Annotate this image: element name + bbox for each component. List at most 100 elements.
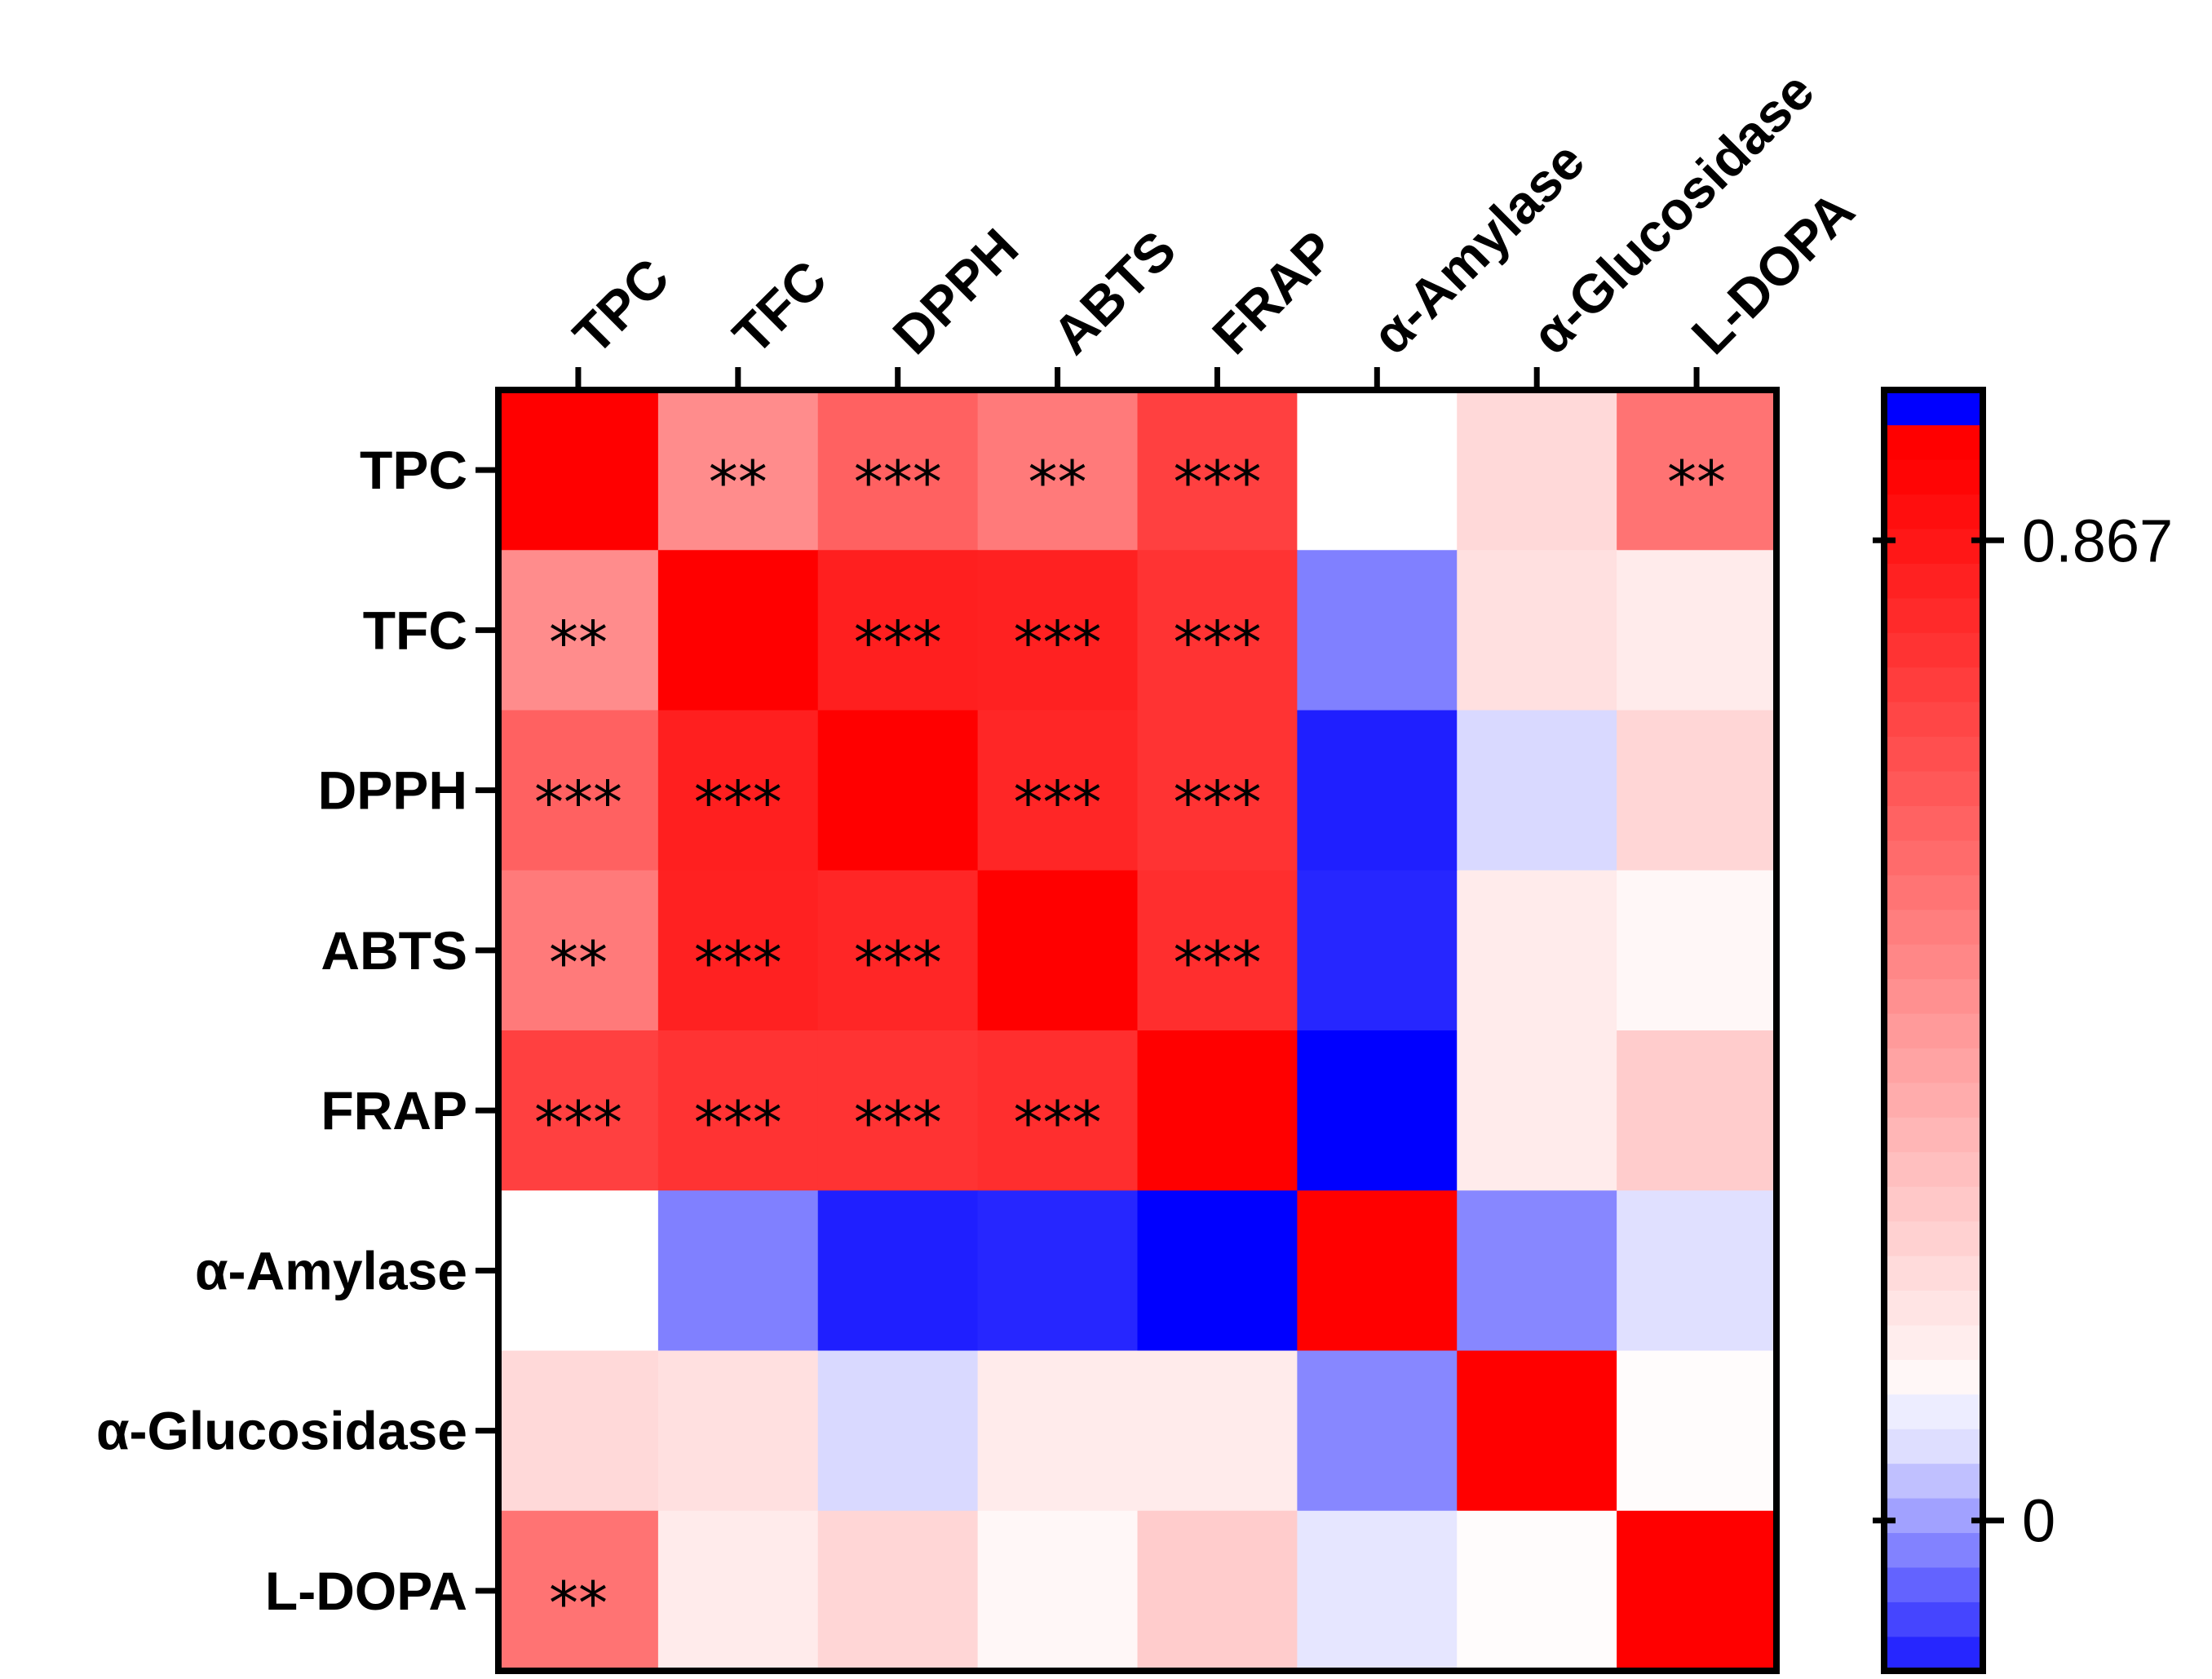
heatmap-cell-4-1 [657, 1030, 819, 1192]
col-tick-label-6: α-Glucosidase [1520, 60, 1825, 365]
col-tick-label-1: TFC [721, 249, 838, 365]
colorbar-band-8 [1884, 1359, 1983, 1395]
colorbar-band-4 [1884, 1497, 1983, 1534]
colorbar-band-26 [1884, 736, 1983, 772]
colorbar-band-15 [1884, 1117, 1983, 1153]
row-tick-label-4: FRAP [321, 1080, 467, 1141]
heatmap-frame [495, 387, 1780, 1674]
heatmap-cell-4-7 [1617, 1030, 1777, 1192]
heatmap-cell-2-4 [1137, 710, 1298, 871]
significance-mark-0-7: ** [1667, 448, 1726, 516]
heatmap-cell-6-6 [1457, 1350, 1617, 1512]
colorbar-band-11 [1884, 1255, 1983, 1291]
colorbar-band-36 [1884, 390, 1983, 426]
colorbar-band-5 [1884, 1463, 1983, 1499]
colorbar-band-30 [1884, 597, 1983, 633]
heatmap-cell-5-7 [1617, 1190, 1777, 1352]
heatmap-cell-7-6 [1457, 1510, 1617, 1672]
colorbar-band-29 [1884, 632, 1983, 668]
colorbar-band-16 [1884, 1082, 1983, 1118]
column-axis: TPC TFC DPPH ABTS FRAP α-Amylaseα-Glucosidase… [562, 60, 1865, 390]
heatmap-cell-4-3 [977, 1030, 1139, 1192]
heatmap-cell-5-2 [817, 1190, 979, 1352]
significance-mark-4-1: *** [694, 1088, 782, 1157]
heatmap-cell-6-4 [1137, 1350, 1298, 1512]
colorbar-band-28 [1884, 667, 1983, 702]
colorbar-band-13 [1884, 1185, 1983, 1222]
heatmap-cell-3-2 [817, 870, 979, 1031]
heatmap-cell-0-2 [817, 390, 979, 552]
heatmap-cell-3-4 [1137, 870, 1298, 1031]
colorbar-band-20 [1884, 943, 1983, 980]
heatmap-cell-1-4 [1137, 550, 1298, 711]
significance-mark-1-4: *** [1173, 608, 1261, 676]
heatmap-cell-2-7 [1617, 710, 1777, 871]
heatmap-cell-2-6 [1457, 710, 1617, 871]
heatmap-cell-7-3 [977, 1510, 1139, 1672]
col-tick-label-2: DPPH [881, 217, 1029, 365]
significance-mark-3-4: *** [1173, 928, 1261, 997]
colorbar: 0.867 0 [1873, 387, 2173, 1674]
colorbar-band-21 [1884, 909, 1983, 945]
colorbar-band-2 [1884, 1566, 1983, 1602]
heatmap-cell-5-4 [1137, 1190, 1298, 1352]
heatmap-cell-4-6 [1457, 1030, 1617, 1192]
heatmap-cell-7-5 [1297, 1510, 1458, 1672]
heatmap-cell-3-5 [1297, 870, 1458, 1031]
row-tick-label-2: DPPH [318, 760, 467, 821]
significance-mark-0-2: *** [854, 448, 942, 516]
heatmap-cell-7-7 [1617, 1510, 1777, 1672]
significance-mark-4-0: *** [534, 1088, 622, 1157]
heatmap-cell-5-3 [977, 1190, 1139, 1352]
heatmap-cell-0-7 [1617, 390, 1777, 552]
heatmap-cell-6-5 [1297, 1350, 1458, 1512]
significance-mark-2-4: *** [1173, 769, 1261, 837]
heatmap-cell-2-1 [657, 710, 819, 871]
colorbar-band-9 [1884, 1324, 1983, 1360]
heatmap-cell-0-6 [1457, 390, 1617, 552]
heatmap-cell-2-5 [1297, 710, 1458, 871]
heatmap-cell-7-4 [1137, 1510, 1298, 1672]
heatmap-cell-1-1 [657, 550, 819, 711]
significance-mark-1-0: ** [549, 608, 608, 676]
heatmap-cell-7-0 [498, 1510, 659, 1672]
significance-marks: ** *** ** *** **** *** *** ****** *** *** ***** ***… [534, 448, 1726, 1637]
heatmap-cell-1-6 [1457, 550, 1617, 711]
heatmap-cell-1-5 [1297, 550, 1458, 711]
heatmap-cell-0-3 [977, 390, 1139, 552]
heatmap-cell-3-3 [977, 870, 1139, 1031]
heatmap-cell-5-6 [1457, 1190, 1617, 1352]
significance-mark-3-1: *** [694, 928, 782, 997]
heatmap-cell-0-4 [1137, 390, 1298, 552]
heatmap-cell-4-4 [1137, 1030, 1298, 1192]
colorbar-band-6 [1884, 1428, 1983, 1464]
colorbar-band-10 [1884, 1290, 1983, 1326]
heatmap-cell-3-7 [1617, 870, 1777, 1031]
heatmap-cell-6-1 [657, 1350, 819, 1512]
colorbar-band-3 [1884, 1532, 1983, 1568]
col-tick-label-4: FRAP [1201, 219, 1347, 365]
row-tick-label-1: TFC [363, 600, 467, 660]
heatmap-cell-0-1 [657, 390, 819, 552]
colorbar-band-1 [1884, 1601, 1983, 1637]
row-tick-label-5: α-Amylase [195, 1240, 467, 1300]
row-tick-label-3: ABTS [321, 920, 467, 981]
row-tick-label-7: L-DOPA [265, 1561, 467, 1621]
heatmap-cell-4-0 [498, 1030, 659, 1192]
significance-mark-0-1: ** [709, 448, 768, 516]
colorbar-band-24 [1884, 805, 1983, 841]
colorbar-band-18 [1884, 1012, 1983, 1049]
heatmap-cell-1-3 [977, 550, 1139, 711]
colorbar-band-22 [1884, 875, 1983, 910]
heatmap-cell-4-5 [1297, 1030, 1458, 1192]
col-tick-label-3: ABTS [1041, 219, 1187, 365]
colorbar-band-35 [1884, 424, 1983, 460]
significance-mark-1-3: *** [1014, 608, 1102, 676]
heatmap-cell-5-5 [1297, 1190, 1458, 1352]
colorbar-band-25 [1884, 770, 1983, 806]
heatmap-cell-3-6 [1457, 870, 1617, 1031]
heatmap-cell-6-7 [1617, 1350, 1777, 1512]
row-tick-label-0: TPC [360, 440, 467, 500]
heatmap-cell-3-1 [657, 870, 819, 1031]
